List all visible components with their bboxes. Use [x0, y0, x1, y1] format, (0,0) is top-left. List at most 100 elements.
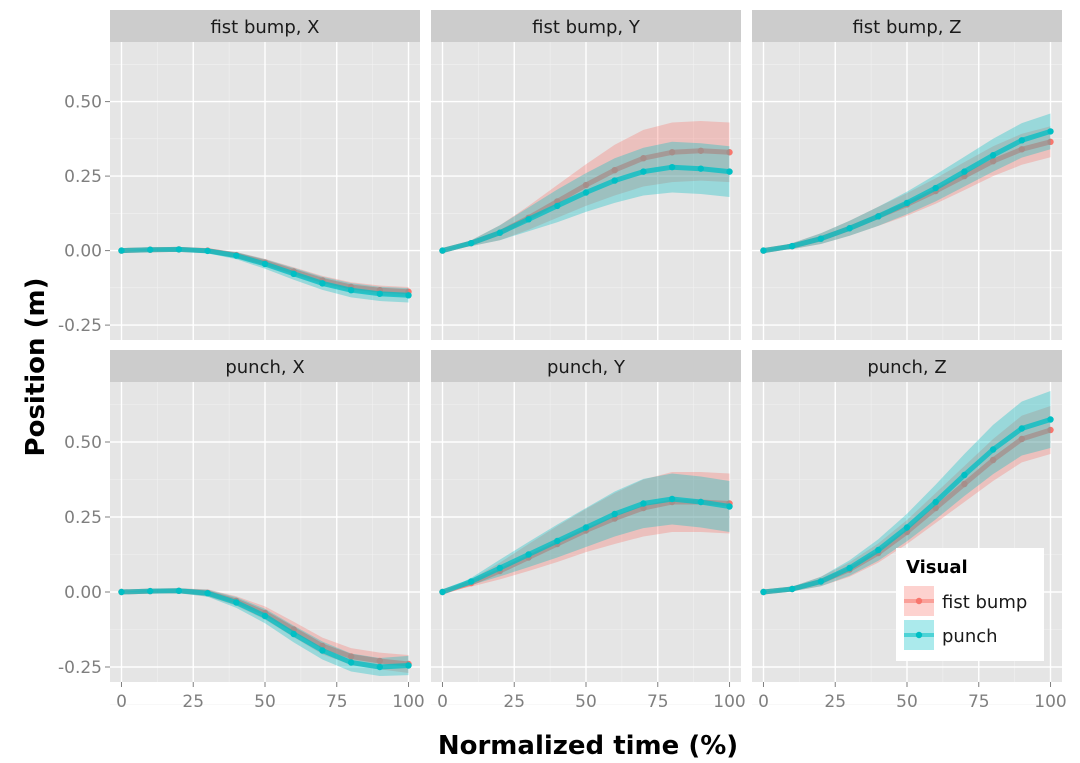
data-point — [1018, 146, 1026, 153]
x-tick-label: 100 — [392, 692, 424, 712]
data-point — [697, 165, 705, 172]
data-point — [204, 590, 211, 597]
data-point — [989, 456, 997, 464]
x-tick-label: 100 — [713, 692, 745, 712]
y-tick-label: 0.50 — [64, 433, 102, 453]
data-point — [932, 184, 939, 192]
data-point — [376, 290, 384, 298]
data-point — [1047, 138, 1054, 146]
data-point — [726, 168, 733, 175]
data-point — [903, 524, 911, 531]
data-point — [146, 246, 154, 253]
panel-0: fist bump, X -0.25 0.00 0.25 0.50 — [58, 10, 420, 363]
series-ribbon — [763, 126, 1051, 251]
legend-entry: fist bump — [904, 586, 1027, 616]
data-point — [467, 239, 475, 247]
data-point — [961, 168, 968, 175]
x-tick-label: 0 — [758, 692, 769, 712]
series-ribbon — [763, 391, 1051, 592]
data-point — [989, 446, 997, 453]
data-point — [875, 213, 882, 220]
data-point — [261, 260, 269, 268]
data-point — [989, 152, 997, 159]
legend-label: punch — [942, 626, 998, 647]
panel-4: punch, Y 0 25 50 75 100 — [431, 350, 746, 712]
data-point — [496, 564, 504, 572]
legend-key-point — [915, 631, 923, 639]
y-tick-label: -0.25 — [58, 316, 102, 336]
data-point — [932, 498, 939, 506]
data-point — [118, 247, 125, 254]
data-point — [233, 599, 240, 606]
data-point — [582, 189, 590, 196]
data-point — [582, 524, 590, 531]
x-tick-label: 0 — [437, 692, 448, 712]
data-point — [1018, 137, 1026, 144]
series-ribbon — [763, 113, 1051, 251]
data-point — [903, 199, 911, 207]
y-tick-label: 0.00 — [64, 583, 102, 603]
data-point — [525, 216, 532, 223]
data-point — [405, 662, 412, 669]
data-point — [989, 158, 997, 165]
data-point — [760, 588, 767, 596]
data-point — [347, 653, 355, 660]
data-point — [640, 155, 647, 162]
data-point — [668, 149, 676, 156]
data-point — [726, 149, 733, 156]
legend-background — [896, 548, 1044, 661]
data-point — [961, 480, 968, 488]
data-point — [525, 551, 532, 558]
x-tick-label: 100 — [1034, 692, 1066, 712]
panel-title: fist bump, Z — [852, 17, 961, 38]
legend-entries: fist bump punch — [904, 586, 1027, 650]
data-point — [347, 287, 355, 294]
legend-label: fist bump — [942, 592, 1027, 613]
data-point — [439, 247, 446, 254]
data-point — [405, 292, 412, 299]
data-point — [726, 503, 733, 510]
y-axis-title: Position (m) — [21, 278, 51, 457]
y-tick-label: 0.00 — [64, 242, 102, 262]
x-tick-label: 25 — [182, 692, 204, 712]
panel-1: fist bump, Y — [431, 10, 741, 363]
legend-key-point — [915, 597, 923, 605]
panel-title: fist bump, X — [210, 17, 319, 38]
data-point — [175, 587, 183, 594]
data-point — [496, 229, 504, 236]
data-point — [760, 247, 767, 254]
data-point — [697, 498, 705, 506]
data-point — [668, 163, 676, 171]
data-point — [146, 587, 154, 595]
x-tick-label: 75 — [326, 692, 348, 712]
data-point — [467, 578, 475, 585]
data-point — [846, 564, 853, 572]
panel-strip — [431, 350, 741, 382]
data-point — [697, 147, 705, 154]
x-tick-label: 50 — [254, 692, 276, 712]
data-point — [611, 166, 618, 174]
data-point — [788, 242, 796, 250]
y-tick-label: 0.50 — [64, 93, 102, 113]
panel-title: punch, Y — [547, 357, 626, 378]
series-ribbon — [763, 406, 1051, 592]
panel-title: punch, Z — [867, 357, 946, 378]
x-tick-label: 0 — [116, 692, 127, 712]
data-point — [319, 280, 326, 287]
x-tick-label: 50 — [575, 692, 597, 712]
data-point — [817, 578, 825, 585]
data-point — [582, 181, 590, 189]
data-point — [376, 663, 384, 671]
panel-strip — [110, 350, 420, 382]
y-tick-label: 0.25 — [64, 167, 102, 187]
data-point — [875, 546, 882, 554]
legend: Visual fist bump punch — [896, 548, 1044, 661]
y-tick-label: -0.25 — [58, 658, 102, 678]
panel-strip — [110, 10, 420, 42]
panel-strip — [431, 10, 741, 42]
data-point — [204, 247, 211, 255]
data-point — [640, 500, 647, 507]
data-point — [1047, 128, 1054, 135]
